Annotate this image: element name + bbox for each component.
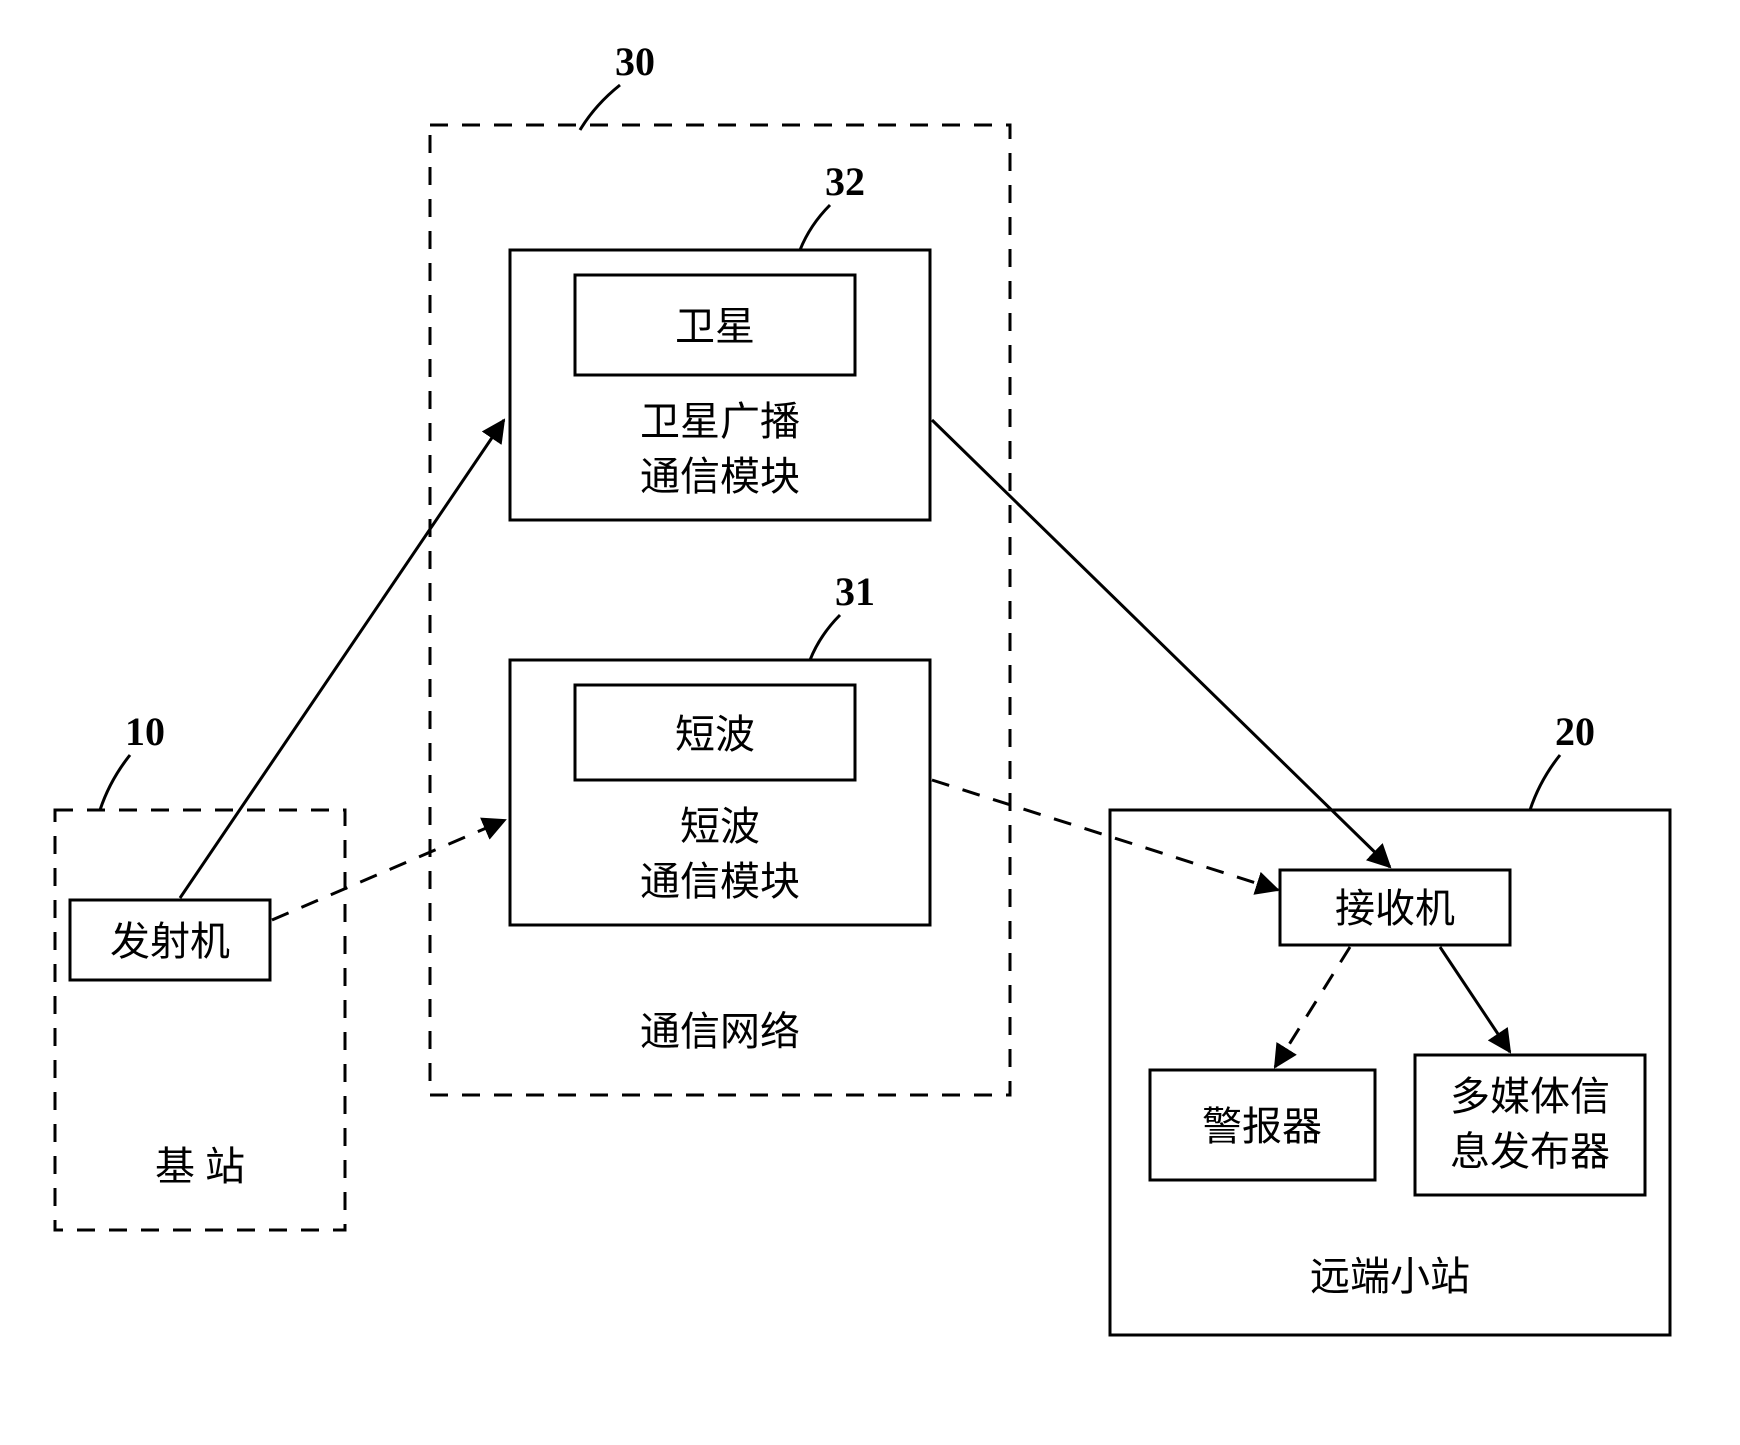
shortwave-caption1: 短波 — [680, 804, 760, 849]
shortwave-module-ref: 31 — [835, 569, 875, 614]
transmitter-label: 发射机 — [110, 919, 230, 964]
reference-leader — [580, 85, 620, 130]
connection-arrow — [272, 820, 505, 920]
comm-network-box — [430, 125, 1010, 1095]
reference-leader — [1530, 755, 1560, 810]
alarm-label: 警报器 — [1202, 1104, 1322, 1149]
shortwave-caption2: 通信模块 — [640, 859, 800, 904]
base-station-ref: 10 — [125, 709, 165, 754]
comm-network-caption: 通信网络 — [640, 1009, 800, 1054]
connection-arrow — [932, 780, 1278, 890]
remote-station-ref: 20 — [1555, 709, 1595, 754]
receiver-label: 接收机 — [1335, 886, 1455, 931]
satellite-module-ref: 32 — [825, 159, 865, 204]
remote-station-caption: 远端小站 — [1310, 1254, 1470, 1299]
base-station-caption: 基 站 — [155, 1144, 245, 1189]
publisher-line2: 息发布器 — [1450, 1129, 1610, 1174]
reference-leader — [100, 755, 130, 810]
diagram-canvas: 基 站发射机10通信网络30卫星卫星广播通信模块32短波短波通信模块31远端小站… — [0, 0, 1740, 1440]
satellite-caption2: 通信模块 — [640, 454, 800, 499]
reference-leader — [800, 205, 830, 250]
satellite-caption1: 卫星广播 — [640, 399, 800, 444]
connection-arrow — [1440, 947, 1510, 1052]
publisher-line1: 多媒体信 — [1450, 1074, 1610, 1119]
shortwave-inner-label: 短波 — [675, 712, 755, 757]
connection-arrow — [1275, 947, 1350, 1067]
reference-leader — [810, 615, 840, 660]
satellite-inner-label: 卫星 — [675, 304, 755, 349]
comm-network-ref: 30 — [615, 39, 655, 84]
connection-arrow — [932, 420, 1390, 867]
connection-arrow — [180, 420, 504, 898]
